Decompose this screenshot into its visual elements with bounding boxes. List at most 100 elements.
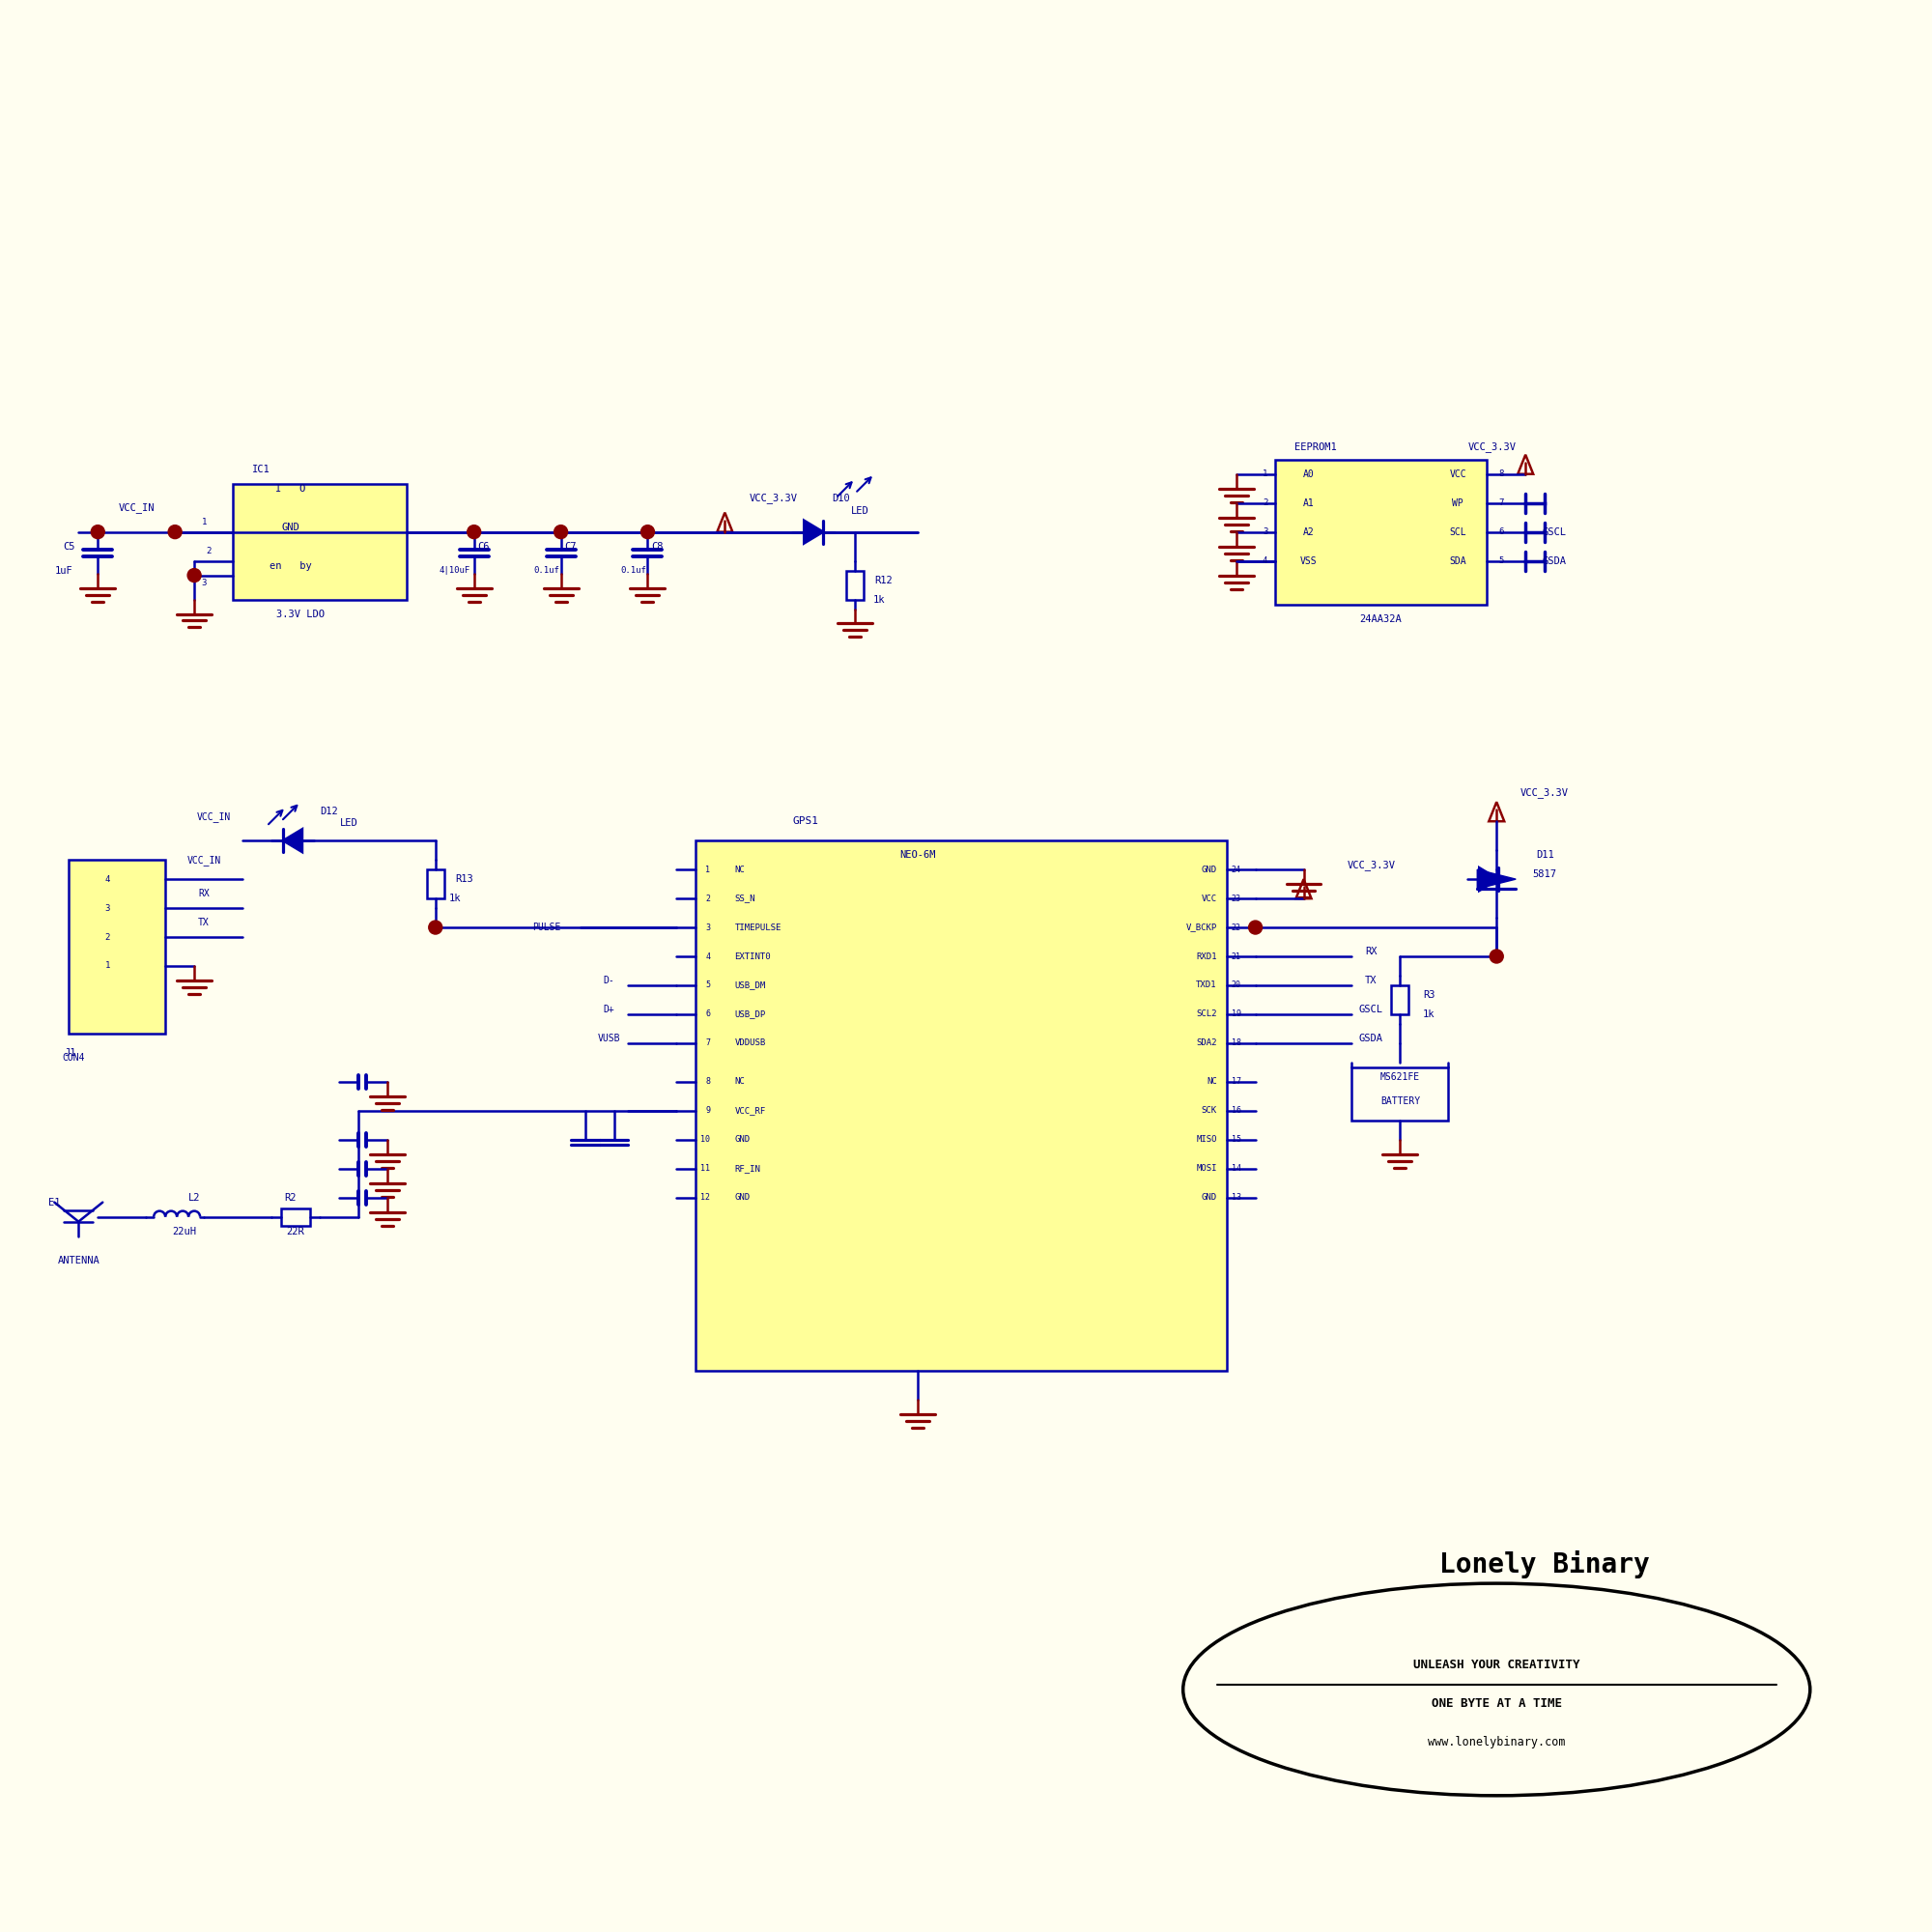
Text: MS621FE: MS621FE	[1379, 1072, 1420, 1082]
Text: 1: 1	[1262, 469, 1267, 479]
Text: D-: D-	[603, 976, 614, 985]
Text: USB_DM: USB_DM	[734, 981, 765, 989]
Text: 5: 5	[1499, 556, 1503, 566]
Text: PULSE: PULSE	[533, 923, 560, 933]
Text: TX: TX	[1366, 976, 1378, 985]
Text: C8: C8	[651, 541, 663, 551]
Text: 4: 4	[705, 952, 711, 960]
Text: VCC_3.3V: VCC_3.3V	[1347, 860, 1395, 869]
Text: 1: 1	[705, 866, 711, 873]
FancyBboxPatch shape	[846, 570, 864, 599]
Text: L2: L2	[187, 1192, 201, 1202]
Text: I   O: I O	[276, 483, 305, 493]
Text: MISO: MISO	[1196, 1136, 1217, 1144]
Text: 14: 14	[1231, 1165, 1240, 1173]
Text: 6: 6	[705, 1010, 711, 1018]
Circle shape	[429, 922, 442, 935]
Text: 6: 6	[1499, 527, 1503, 537]
Text: 5817: 5817	[1532, 869, 1557, 879]
Text: GPS1: GPS1	[792, 817, 819, 827]
Text: WP: WP	[1453, 498, 1464, 508]
Text: 10: 10	[701, 1136, 711, 1144]
Text: NC: NC	[734, 1078, 746, 1086]
FancyBboxPatch shape	[70, 860, 166, 1034]
Text: VCC_RF: VCC_RF	[734, 1107, 765, 1115]
Text: 5: 5	[705, 981, 711, 989]
Text: 20: 20	[1231, 981, 1240, 989]
Text: GND: GND	[1202, 1194, 1217, 1202]
Circle shape	[641, 526, 655, 539]
Text: E1: E1	[48, 1198, 60, 1208]
Text: 1k: 1k	[1424, 1009, 1435, 1018]
Text: D10: D10	[831, 493, 850, 502]
Text: GSCL: GSCL	[1542, 527, 1567, 537]
Text: A0: A0	[1302, 469, 1314, 479]
Text: TX: TX	[199, 918, 209, 927]
FancyBboxPatch shape	[234, 483, 406, 599]
Circle shape	[1248, 922, 1262, 935]
Text: SCL2: SCL2	[1196, 1010, 1217, 1018]
Text: 2: 2	[207, 547, 211, 556]
FancyBboxPatch shape	[696, 840, 1227, 1372]
Text: SCL: SCL	[1449, 527, 1466, 537]
Text: 1: 1	[201, 518, 207, 527]
Text: GSDA: GSDA	[1358, 1034, 1383, 1043]
Text: GND: GND	[282, 522, 299, 531]
FancyBboxPatch shape	[280, 1208, 309, 1225]
Text: VCC_3.3V: VCC_3.3V	[1468, 442, 1517, 452]
Text: 19: 19	[1231, 1010, 1240, 1018]
Text: VUSB: VUSB	[597, 1034, 620, 1043]
Text: NC: NC	[734, 866, 746, 873]
Text: CON4: CON4	[62, 1053, 85, 1063]
Text: D11: D11	[1536, 850, 1553, 860]
Text: 4: 4	[104, 875, 110, 883]
Text: 24AA32A: 24AA32A	[1360, 614, 1403, 624]
Text: GND: GND	[734, 1194, 750, 1202]
Text: 23: 23	[1231, 895, 1240, 902]
Circle shape	[468, 526, 481, 539]
Text: 0.1uf: 0.1uf	[620, 566, 645, 576]
FancyBboxPatch shape	[1275, 460, 1488, 605]
Text: C5: C5	[64, 541, 75, 551]
Text: 1k: 1k	[448, 895, 460, 904]
Text: 7: 7	[705, 1039, 711, 1047]
Text: RX: RX	[199, 889, 209, 898]
Text: 4: 4	[1262, 556, 1267, 566]
Text: GSDA: GSDA	[1542, 556, 1567, 566]
Text: VCC: VCC	[1449, 469, 1466, 479]
Text: D+: D+	[603, 1005, 614, 1014]
Text: SS_N: SS_N	[734, 895, 755, 902]
Text: 1: 1	[104, 962, 110, 970]
Text: C6: C6	[477, 541, 489, 551]
Text: EXTINT0: EXTINT0	[734, 952, 771, 960]
Text: NEO-6M: NEO-6M	[900, 850, 935, 860]
Text: VCC_IN: VCC_IN	[118, 502, 155, 514]
Polygon shape	[282, 829, 301, 852]
Text: VCC: VCC	[1202, 895, 1217, 902]
Text: 3: 3	[201, 580, 207, 587]
Text: 3: 3	[1262, 527, 1267, 537]
Text: ANTENNA: ANTENNA	[58, 1256, 100, 1265]
Text: Lonely Binary: Lonely Binary	[1439, 1549, 1650, 1578]
Text: V_BCKP: V_BCKP	[1186, 923, 1217, 931]
Text: 15: 15	[1231, 1136, 1240, 1144]
Text: UNLEASH YOUR CREATIVITY: UNLEASH YOUR CREATIVITY	[1412, 1660, 1580, 1671]
Text: 7: 7	[1499, 498, 1503, 508]
Circle shape	[187, 568, 201, 582]
Text: VCC_3.3V: VCC_3.3V	[750, 493, 798, 504]
Circle shape	[168, 526, 182, 539]
Text: R3: R3	[1424, 989, 1435, 999]
Text: 0.1uf: 0.1uf	[533, 566, 560, 576]
Text: 8: 8	[705, 1078, 711, 1086]
Text: 2: 2	[104, 933, 110, 941]
Polygon shape	[804, 520, 823, 543]
Text: 17: 17	[1231, 1078, 1240, 1086]
Polygon shape	[1478, 869, 1517, 889]
Text: SCK: SCK	[1202, 1107, 1217, 1115]
Text: 18: 18	[1231, 1039, 1240, 1047]
Text: 3: 3	[104, 904, 110, 912]
Text: USB_DP: USB_DP	[734, 1010, 765, 1018]
Text: MOSI: MOSI	[1196, 1165, 1217, 1173]
Text: A1: A1	[1302, 498, 1314, 508]
Text: BATTERY: BATTERY	[1379, 1095, 1420, 1105]
